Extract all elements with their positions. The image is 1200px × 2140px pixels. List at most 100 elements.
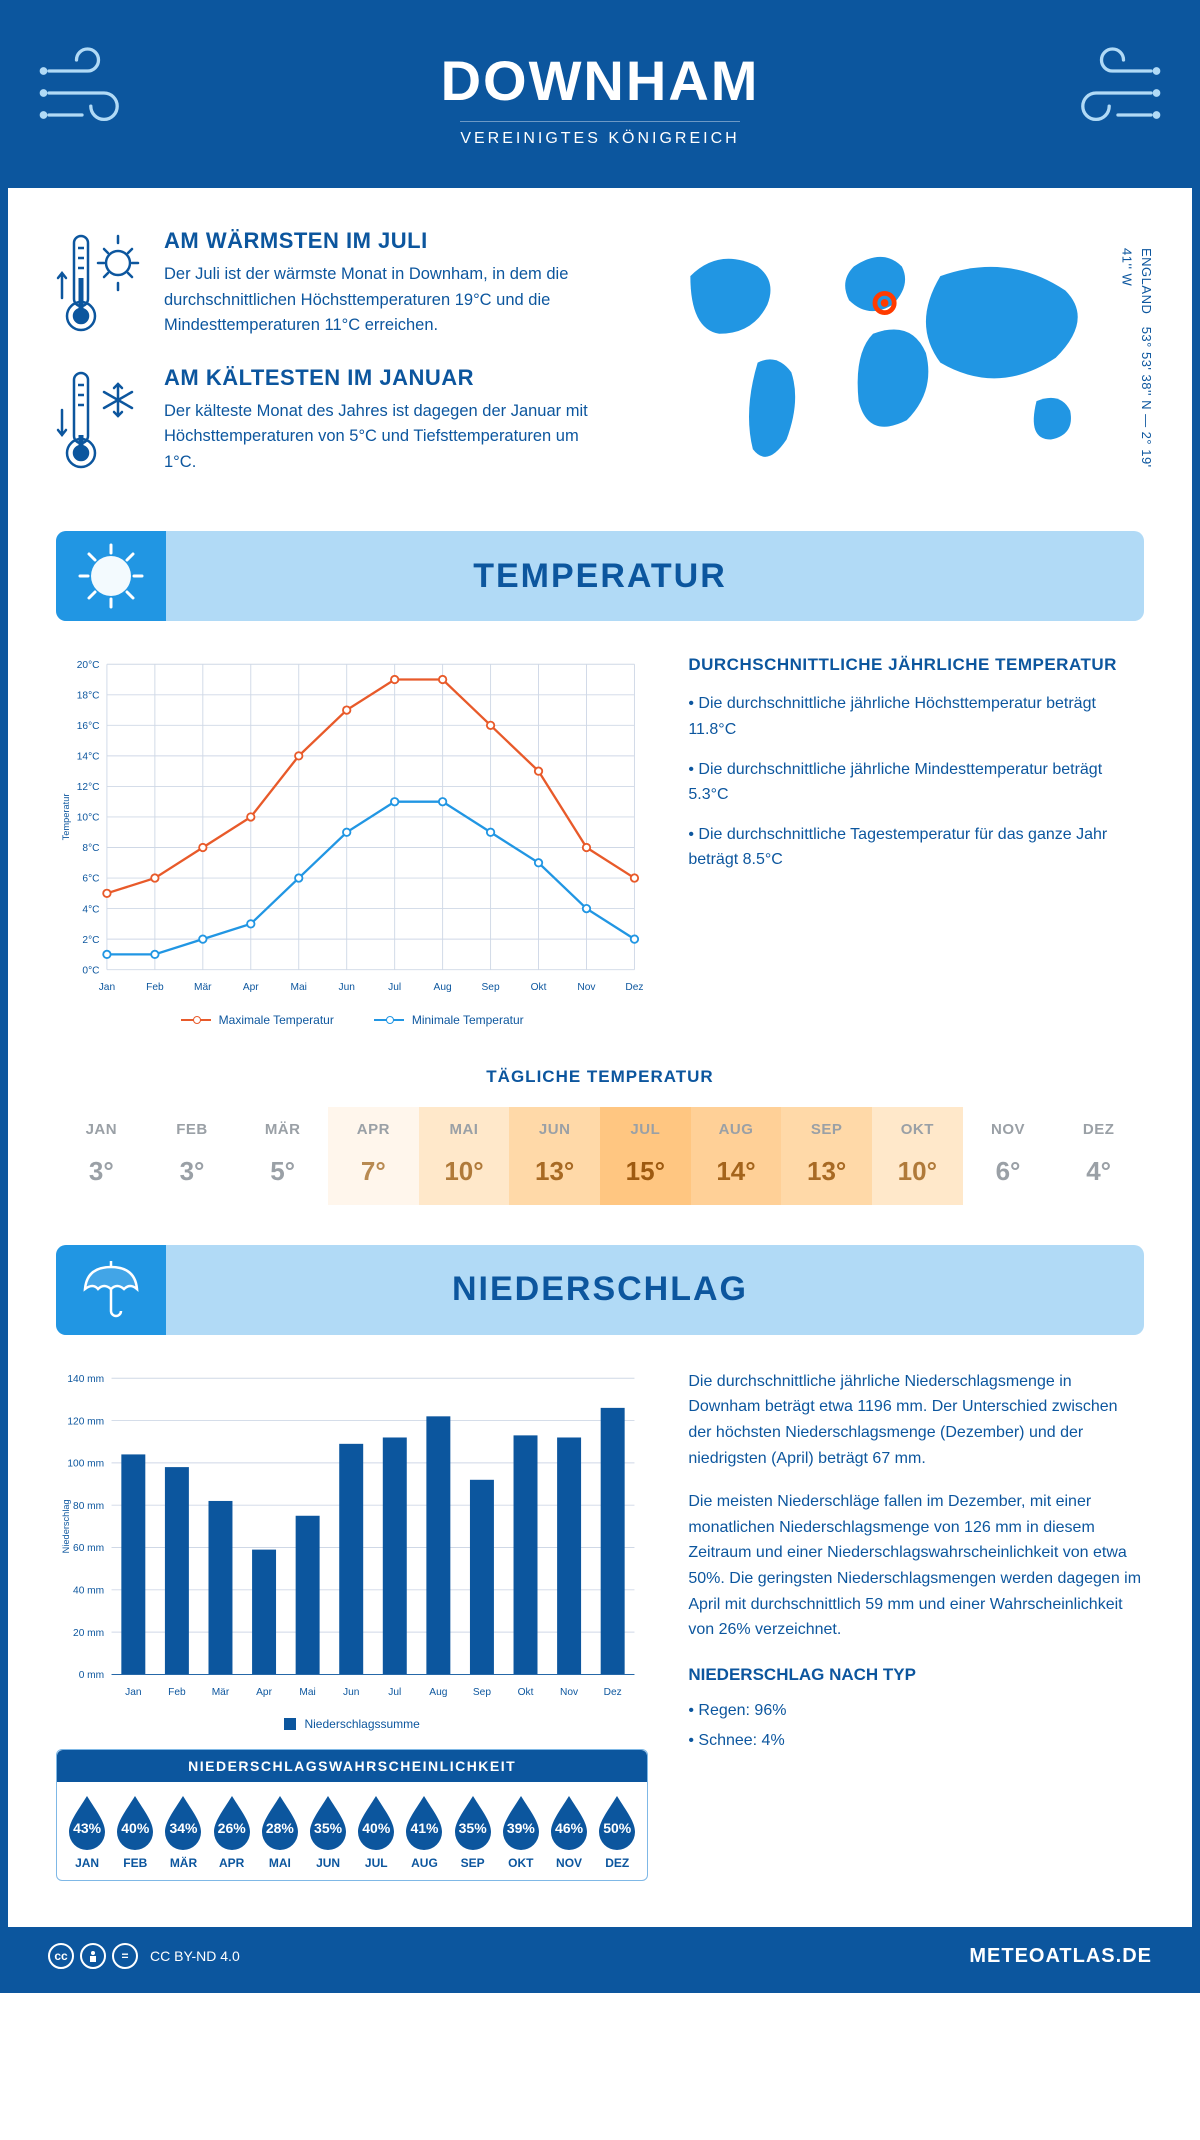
svg-text:Okt: Okt	[531, 982, 547, 993]
prob-cell: 39% OKT	[497, 1794, 545, 1870]
coldest-title: AM KÄLTESTEN IM JANUAR	[164, 365, 611, 391]
svg-text:Mär: Mär	[194, 982, 212, 993]
footer: cc = CC BY-ND 4.0 METEOATLAS.DE	[8, 1927, 1192, 1985]
facts-column: AM WÄRMSTEN IM JULI Der Juli ist der wär…	[56, 228, 611, 501]
precip-legend: Niederschlagssumme	[56, 1717, 648, 1731]
thermometer-sun-icon	[56, 228, 146, 338]
precip-prob-grid: 43% JAN 40% FEB 34% MÄR 26% APR	[57, 1782, 647, 1880]
daily-cell: SEP 13°	[781, 1107, 872, 1205]
umbrella-tab-icon	[56, 1245, 166, 1335]
daily-cell: MAI 10°	[419, 1107, 510, 1205]
svg-text:18°C: 18°C	[77, 691, 100, 702]
prob-cell: 40% JUL	[352, 1794, 400, 1870]
svg-text:Aug: Aug	[434, 982, 452, 993]
svg-text:Temperatur: Temperatur	[61, 794, 71, 841]
temp-bullet-1: • Die durchschnittliche jährliche Höchst…	[688, 691, 1144, 742]
svg-text:2°C: 2°C	[82, 935, 99, 946]
svg-text:16°C: 16°C	[77, 721, 100, 732]
svg-text:Feb: Feb	[168, 1687, 186, 1698]
daily-cell: JAN 3°	[56, 1107, 147, 1205]
daily-cell: OKT 10°	[872, 1107, 963, 1205]
svg-text:Niederschlag: Niederschlag	[61, 1499, 71, 1553]
svg-text:Okt: Okt	[518, 1687, 534, 1698]
svg-text:Jul: Jul	[388, 982, 401, 993]
daily-cell: AUG 14°	[691, 1107, 782, 1205]
map-column: ENGLAND 53° 53' 38'' N — 2° 19' 41'' W	[641, 228, 1144, 501]
world-map: ENGLAND 53° 53' 38'' N — 2° 19' 41'' W	[641, 228, 1144, 483]
svg-text:Sep: Sep	[482, 982, 500, 993]
prob-cell: 35% JUN	[304, 1794, 352, 1870]
coordinates: ENGLAND 53° 53' 38'' N — 2° 19' 41'' W	[1117, 248, 1156, 483]
svg-text:Dez: Dez	[604, 1687, 622, 1698]
prob-cell: 46% NOV	[545, 1794, 593, 1870]
daily-cell: NOV 6°	[963, 1107, 1054, 1205]
svg-text:40 mm: 40 mm	[73, 1585, 104, 1596]
intro-row: AM WÄRMSTEN IM JULI Der Juli ist der wär…	[56, 228, 1144, 501]
precip-heading: NIEDERSCHLAG	[452, 1270, 748, 1309]
wind-icon-right	[1052, 38, 1162, 148]
svg-text:20°C: 20°C	[77, 660, 100, 671]
svg-text:Nov: Nov	[577, 982, 596, 993]
precip-section-header: NIEDERSCHLAG	[56, 1245, 1144, 1335]
temp-bullet-3: • Die durchschnittliche Tagestemperatur …	[688, 822, 1144, 873]
warmest-title: AM WÄRMSTEN IM JULI	[164, 228, 611, 254]
daily-cell: MÄR 5°	[237, 1107, 328, 1205]
wind-icon-left	[38, 38, 148, 148]
license-text: CC BY-ND 4.0	[150, 1948, 240, 1964]
svg-text:100 mm: 100 mm	[67, 1458, 104, 1469]
svg-text:60 mm: 60 mm	[73, 1543, 104, 1554]
temp-row: 0°C2°C4°C6°C8°C10°C12°C14°C16°C18°C20°CJ…	[56, 655, 1144, 1026]
svg-text:Apr: Apr	[256, 1687, 272, 1698]
temp-summary-title: DURCHSCHNITTLICHE JÄHRLICHE TEMPERATUR	[688, 655, 1144, 675]
svg-text:Jan: Jan	[99, 982, 115, 993]
svg-text:Nov: Nov	[560, 1687, 579, 1698]
svg-text:Dez: Dez	[625, 982, 643, 993]
svg-text:Jan: Jan	[125, 1687, 141, 1698]
daily-cell: DEZ 4°	[1053, 1107, 1144, 1205]
svg-text:0 mm: 0 mm	[79, 1670, 104, 1681]
svg-text:8°C: 8°C	[82, 844, 99, 855]
infographic-container: DOWNHAM VEREINIGTES KÖNIGREICH	[0, 0, 1200, 1993]
prob-cell: 34% MÄR	[159, 1794, 207, 1870]
svg-text:120 mm: 120 mm	[67, 1416, 104, 1427]
temp-legend: Maximale Temperatur Minimale Temperatur	[56, 1013, 648, 1027]
prob-cell: 40% FEB	[111, 1794, 159, 1870]
daily-temp-title: TÄGLICHE TEMPERATUR	[56, 1067, 1144, 1087]
temp-bullet-2: • Die durchschnittliche jährliche Mindes…	[688, 757, 1144, 808]
prob-cell: 41% AUG	[400, 1794, 448, 1870]
svg-text:140 mm: 140 mm	[67, 1374, 104, 1385]
svg-text:Jun: Jun	[338, 982, 354, 993]
temp-section-header: TEMPERATUR	[56, 531, 1144, 621]
coldest-text: Der kälteste Monat des Jahres ist dagege…	[164, 399, 611, 476]
temp-summary: DURCHSCHNITTLICHE JÄHRLICHE TEMPERATUR •…	[688, 655, 1144, 1026]
precip-type-1: • Regen: 96%	[688, 1698, 1144, 1724]
daily-cell: APR 7°	[328, 1107, 419, 1205]
svg-text:14°C: 14°C	[77, 752, 100, 763]
cc-icon: cc	[48, 1943, 74, 1969]
svg-text:Jul: Jul	[388, 1687, 401, 1698]
precip-type-2: • Schnee: 4%	[688, 1728, 1144, 1754]
thermometer-snow-icon	[56, 365, 146, 475]
svg-text:Feb: Feb	[146, 982, 164, 993]
header: DOWNHAM VEREINIGTES KÖNIGREICH	[8, 8, 1192, 188]
svg-text:Mai: Mai	[299, 1687, 315, 1698]
country-subtitle: VEREINIGTES KÖNIGREICH	[460, 121, 739, 148]
daily-cell: FEB 3°	[147, 1107, 238, 1205]
precip-type-title: NIEDERSCHLAG NACH TYP	[688, 1661, 1144, 1688]
svg-text:20 mm: 20 mm	[73, 1628, 104, 1639]
license-block: cc = CC BY-ND 4.0	[48, 1943, 240, 1969]
prob-cell: 26% APR	[208, 1794, 256, 1870]
precip-prob-title: NIEDERSCHLAGSWAHRSCHEINLICHKEIT	[57, 1750, 647, 1782]
daily-cell: JUN 13°	[509, 1107, 600, 1205]
site-name: METEOATLAS.DE	[969, 1945, 1152, 1968]
by-icon	[80, 1943, 106, 1969]
warmest-text: Der Juli ist der wärmste Monat in Downha…	[164, 262, 611, 339]
svg-text:80 mm: 80 mm	[73, 1501, 104, 1512]
precip-chart-column: 0 mm 20 mm 40 mm 60 mm 80 mm 100 mm 120 mm 140 …	[56, 1369, 648, 1881]
warmest-fact: AM WÄRMSTEN IM JULI Der Juli ist der wär…	[56, 228, 611, 339]
precip-p1: Die durchschnittliche jährliche Niedersc…	[688, 1369, 1144, 1471]
cc-icons: cc =	[48, 1943, 138, 1969]
svg-text:12°C: 12°C	[77, 782, 100, 793]
precip-p2: Die meisten Niederschläge fallen im Deze…	[688, 1489, 1144, 1643]
precip-row: 0 mm 20 mm 40 mm 60 mm 80 mm 100 mm 120 mm 140 …	[56, 1369, 1144, 1881]
